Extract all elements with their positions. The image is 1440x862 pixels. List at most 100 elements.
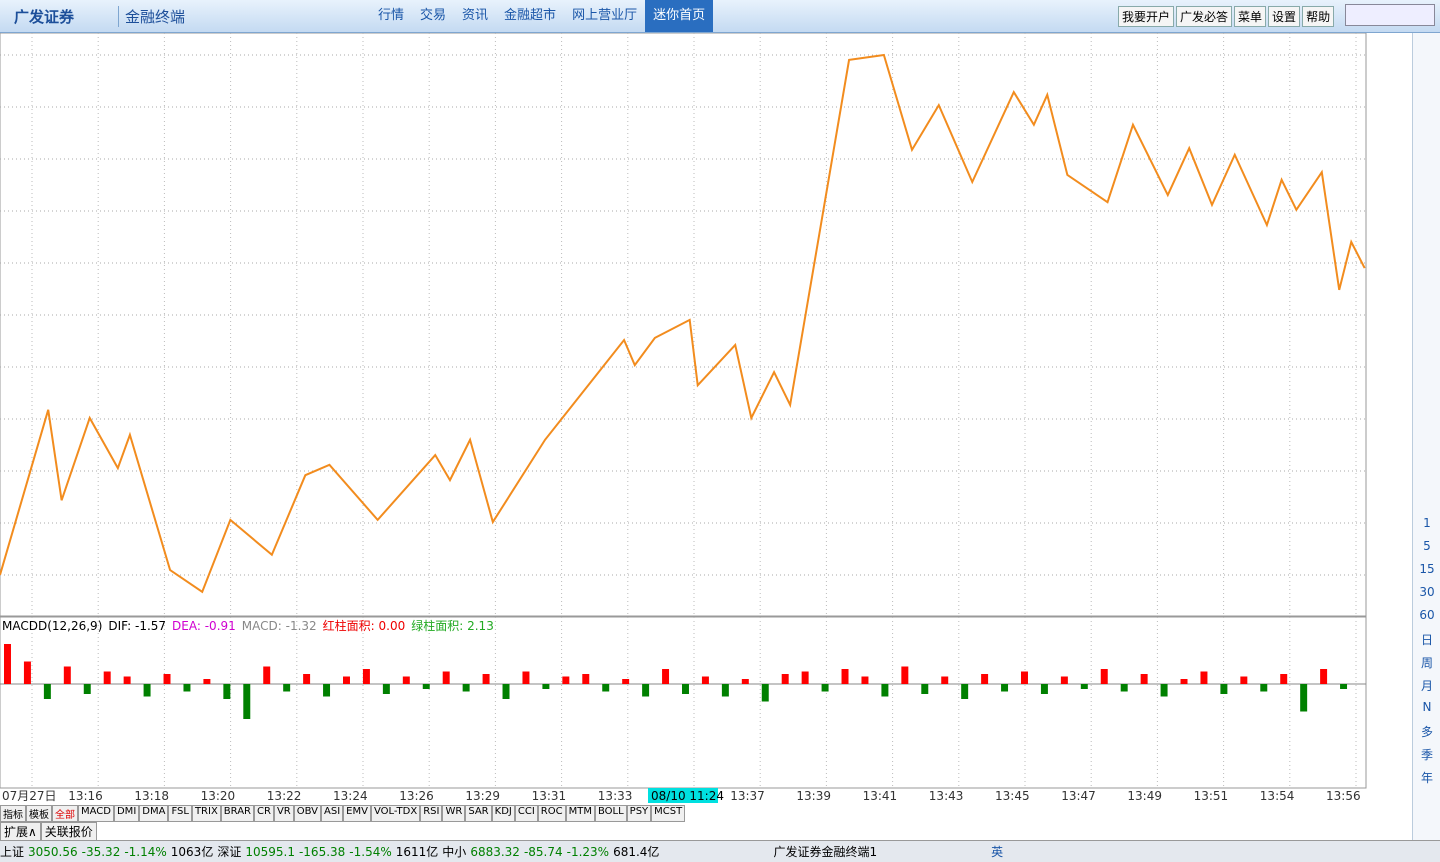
tool-icon[interactable]	[1413, 217, 1440, 240]
tool-icon[interactable]	[1413, 286, 1440, 309]
tool-icon[interactable]	[1413, 263, 1440, 286]
indicator-tab[interactable]: WR	[442, 805, 466, 822]
time-label: 13:47	[1061, 789, 1096, 803]
sub-tab[interactable]: 扩展∧	[0, 822, 41, 841]
indicator-tab[interactable]: CR	[254, 805, 274, 822]
macd-bar	[542, 684, 550, 689]
period-button[interactable]: 60	[1419, 608, 1435, 622]
tool-icon[interactable]	[1413, 171, 1440, 194]
nav-item[interactable]: 金融超市	[504, 8, 557, 23]
period-button[interactable]: N	[1422, 700, 1432, 714]
time-label: 07月27日	[2, 789, 57, 803]
period-button[interactable]: 多	[1420, 725, 1433, 739]
indicator-tab[interactable]: VOL-TDX	[370, 805, 421, 822]
index-name: 中小	[442, 845, 467, 859]
top-button[interactable]: 帮助	[1302, 6, 1335, 27]
macd-legend: 红柱面积: 0.00	[323, 618, 406, 633]
macd-bar	[362, 669, 370, 684]
indicator-tab[interactable]: SAR	[465, 805, 492, 822]
indicator-tab[interactable]: 指标	[0, 805, 26, 822]
macd-bar	[622, 679, 630, 684]
macd-bar	[442, 671, 450, 684]
period-button[interactable]: 月	[1420, 679, 1433, 693]
indicator-tab[interactable]: VR	[273, 805, 294, 822]
index-price: 6883.32	[470, 844, 520, 859]
nav-item[interactable]: 交易	[420, 8, 447, 23]
ime-indicator[interactable]: 英	[991, 845, 1004, 859]
indicator-tab[interactable]: BRAR	[220, 805, 254, 822]
nav-item[interactable]: 行情	[378, 8, 405, 23]
tool-icon[interactable]	[1413, 33, 1440, 56]
period-button[interactable]: 1	[1423, 516, 1431, 530]
macd-bar	[303, 674, 311, 684]
period-button[interactable]: 季	[1420, 748, 1433, 762]
period-button[interactable]: 30	[1419, 585, 1435, 599]
tool-icon[interactable]	[1413, 378, 1440, 401]
app-label: 广发证券金融终端1	[773, 845, 878, 859]
indicator-tab[interactable]: BOLL	[594, 805, 627, 822]
top-button[interactable]: 我要开户	[1118, 6, 1175, 27]
nav-item[interactable]: 网上营业厅	[572, 8, 638, 23]
tool-icon[interactable]	[1413, 470, 1440, 493]
macd-bar	[1280, 674, 1288, 684]
tool-icon[interactable]	[1413, 148, 1440, 171]
macd-bar	[562, 676, 570, 684]
indicator-tab[interactable]: OBV	[293, 805, 321, 822]
macd-bar	[602, 684, 610, 692]
tool-icon[interactable]	[1413, 401, 1440, 424]
indicator-tab[interactable]: DMA	[139, 805, 169, 822]
tool-icon[interactable]	[1413, 194, 1440, 217]
macd-bar	[103, 671, 111, 684]
tool-icon[interactable]	[1413, 309, 1440, 332]
top-button[interactable]: 菜单	[1234, 6, 1267, 27]
macd-bar	[23, 661, 31, 684]
period-button[interactable]: 5	[1423, 539, 1431, 553]
tool-icon[interactable]	[1413, 240, 1440, 263]
period-button[interactable]: 日	[1420, 633, 1433, 647]
macd-bar	[382, 684, 390, 694]
nav-item[interactable]: 迷你首页	[645, 0, 714, 32]
nav-item[interactable]: 资讯	[462, 8, 489, 23]
top-button[interactable]: 广发必答	[1176, 6, 1233, 27]
macd-bar	[981, 674, 989, 684]
sub-tabs: 扩展∧ 关联报价	[0, 822, 97, 841]
indicator-tab[interactable]: PSY	[626, 805, 652, 822]
macd-bar	[343, 676, 350, 684]
tool-icon[interactable]	[1413, 56, 1440, 79]
indicator-tab[interactable]: 全部	[52, 805, 78, 822]
period-button[interactable]: 周	[1420, 656, 1433, 670]
indicator-tab[interactable]: ASI	[321, 805, 344, 822]
window-controls[interactable]	[1345, 4, 1435, 26]
tool-icon[interactable]	[1413, 424, 1440, 447]
indicator-tab[interactable]: RSI	[420, 805, 443, 822]
period-button[interactable]: 年	[1420, 771, 1433, 785]
tool-icon[interactable]	[1413, 447, 1440, 470]
period-button[interactable]: 15	[1419, 562, 1435, 576]
indicator-tab[interactable]: EMV	[343, 805, 371, 822]
indicator-tab[interactable]: TRIX	[191, 805, 221, 822]
tool-icon[interactable]	[1413, 493, 1440, 516]
indicator-tab[interactable]: MCST	[651, 805, 686, 822]
macd-bar	[203, 679, 211, 684]
indicator-tab[interactable]: FSL	[168, 805, 192, 822]
tool-icon[interactable]	[1413, 355, 1440, 378]
indicator-tab[interactable]: KDJ	[491, 805, 515, 822]
tool-icon[interactable]	[1413, 125, 1440, 148]
indicator-tab[interactable]: DMI	[113, 805, 140, 822]
indicator-tab[interactable]: MACD	[78, 805, 114, 822]
index-price: 10595.1	[245, 844, 295, 859]
sub-tab[interactable]: 关联报价	[40, 822, 97, 841]
indicator-tab[interactable]: 模板	[26, 805, 52, 822]
top-button[interactable]: 设置	[1268, 6, 1301, 27]
nav: 行情 交易 资讯 金融超市 网上营业厅 迷你首页	[370, 0, 714, 32]
indicator-tab[interactable]: CCI	[514, 805, 538, 822]
macd-bar	[861, 676, 869, 684]
indicator-tab[interactable]: MTM	[565, 805, 595, 822]
tool-icon[interactable]	[1413, 102, 1440, 125]
macd-bar	[422, 684, 430, 689]
indicator-tab[interactable]: ROC	[537, 805, 566, 822]
tool-icon[interactable]	[1413, 332, 1440, 355]
macd-bar	[1220, 684, 1228, 694]
tool-icon[interactable]	[1413, 79, 1440, 102]
macd-legend: DIF: -1.57	[108, 619, 166, 633]
